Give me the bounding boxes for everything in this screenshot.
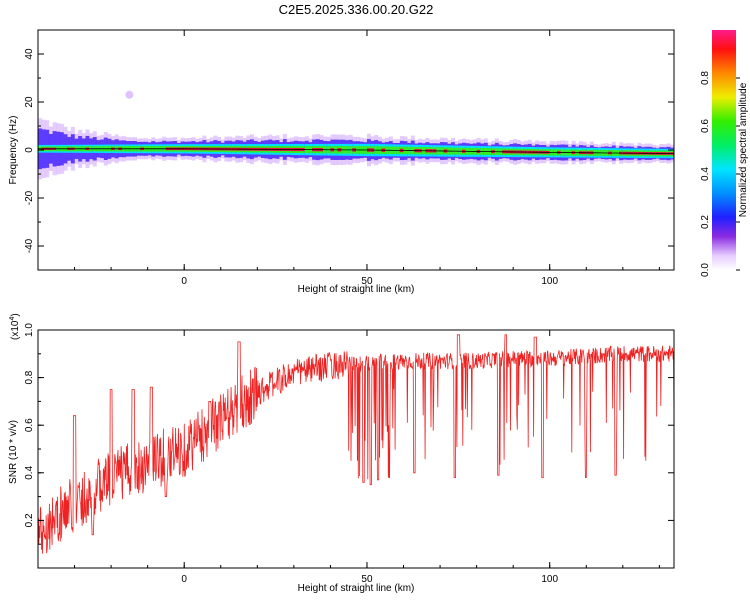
colorbar-tick-label-2: 0.4	[700, 167, 711, 181]
spectrogram-ytick-label-0: 40	[24, 48, 35, 60]
figure-title: C2E5.2025.336.00.20.G22	[279, 2, 434, 17]
snr-panel: 0 50 100 0.2 0.4 0.6 0.8 1.0 Height of straight…	[8, 313, 675, 594]
snr-scale-label: (x104)	[9, 313, 21, 340]
colorbar-tick-label-4: 0.8	[700, 71, 711, 85]
snr-series-line	[38, 334, 674, 554]
spectrogram-ylabel: Frequency (Hz)	[8, 116, 19, 185]
snr-ytick-label-0: 0.2	[24, 513, 35, 527]
spectrogram-ytick-label-1: 20	[24, 96, 35, 108]
colorbar-gradient	[712, 30, 736, 270]
colorbar-tick-label-3: 0.6	[700, 119, 711, 133]
spectrogram-ytick-label-4: -40	[24, 238, 35, 253]
spectrogram-xlabel: Height of straight line (km)	[298, 284, 415, 295]
snr-ticks: 0 50 100 0.2 0.4 0.6 0.8 1.0	[24, 323, 674, 585]
spectrogram-ytick-label-2: 0	[24, 147, 35, 153]
snr-xlabel: Height of straight line (km)	[298, 583, 415, 594]
spectrogram-ytick-label-3: -20	[24, 190, 35, 205]
snr-ytick-label-2: 0.6	[24, 418, 35, 432]
snr-xtick-label-0: 0	[181, 574, 187, 585]
spectrogram-panel: 0 50 100 40 20 0 -20 -40 Height of straight lin…	[8, 29, 675, 295]
colorbar-ticks: 0.0 0.2 0.4 0.6 0.8	[700, 71, 740, 277]
colorbar-tick-label-0: 0.0	[700, 263, 711, 277]
spectrogram-xtick-label-2: 100	[541, 276, 558, 287]
snr-ytick-label-4: 1.0	[24, 323, 35, 337]
snr-xtick-label-2: 100	[541, 574, 558, 585]
spectrogram-ticks: 0 50 100 40 20 0 -20 -40	[24, 29, 674, 287]
spectrogram-xtick-label-1: 50	[361, 276, 373, 287]
colorbar-label: Normalized spectral amplitude	[738, 82, 749, 217]
snr-xtick-label-1: 50	[361, 574, 373, 585]
spectrogram-xtick-label-0: 0	[181, 276, 187, 287]
spectrogram-band	[38, 90, 674, 180]
snr-ylabel: SNR (10 * v/v)	[8, 420, 19, 484]
colorbar: 0.0 0.2 0.4 0.6 0.8 Normalized spectral ampl…	[700, 30, 749, 277]
spectrogram-blob	[125, 90, 134, 99]
colorbar-tick-label-1: 0.2	[700, 215, 711, 229]
band-center-line	[38, 148, 674, 154]
snr-ytick-label-3: 0.8	[24, 370, 35, 384]
snr-ytick-label-1: 0.4	[24, 465, 35, 479]
